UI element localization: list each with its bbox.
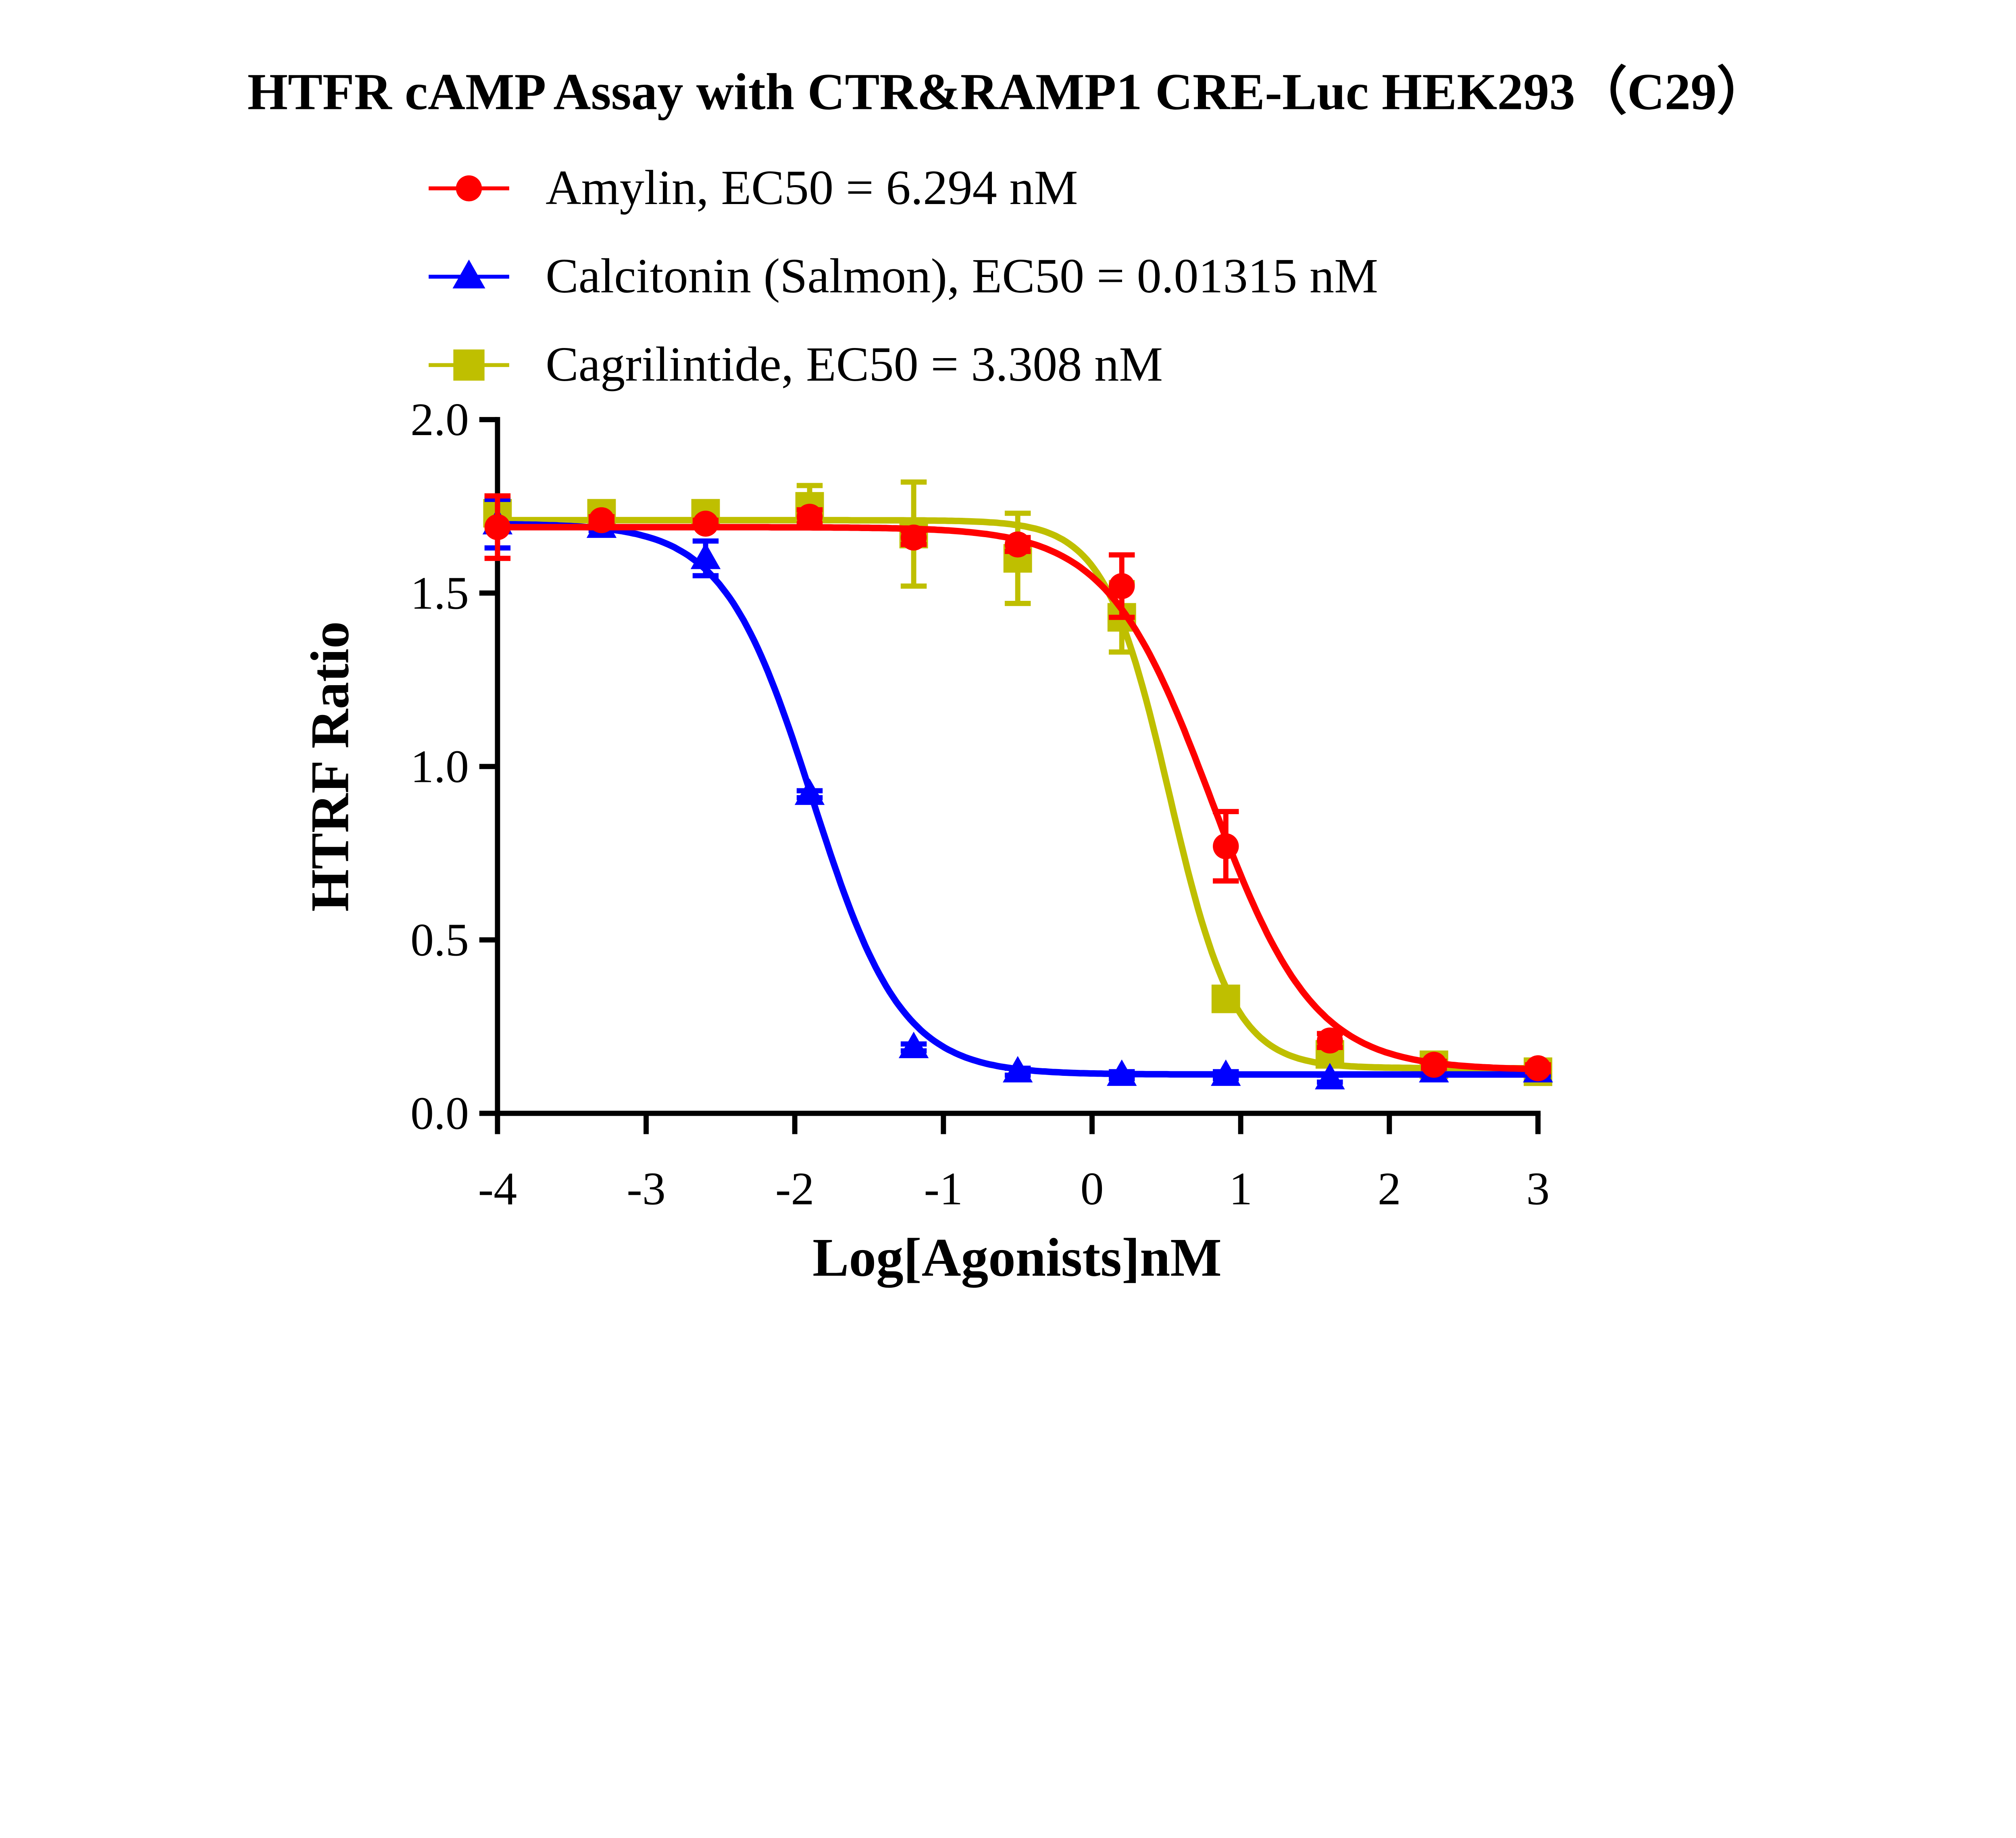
fit-curve: [497, 524, 1538, 1073]
x-tick-label: -1: [924, 1163, 963, 1215]
plot-area: [482, 479, 1553, 1090]
x-axis-label: Log[Agonists]nM: [812, 1227, 1222, 1288]
data-point-circle: [900, 524, 927, 551]
chart: HTFR cAMP Assay with CTR&RAMP1 CRE-Luc H…: [248, 63, 1769, 1288]
data-point-square: [453, 349, 485, 381]
data-point-circle: [1108, 573, 1135, 599]
series-0: [484, 493, 1551, 1082]
fit-curve: [497, 521, 1538, 1078]
x-tick-label: 0: [1080, 1163, 1104, 1215]
data-point-circle: [1421, 1052, 1447, 1078]
data-point-circle: [1525, 1055, 1551, 1082]
y-axis-label: HTRF Ratio: [300, 621, 360, 912]
data-point-square: [1211, 984, 1240, 1013]
data-point-circle: [1213, 833, 1239, 859]
legend-label: Amylin, EC50 = 6.294 nM: [546, 160, 1078, 215]
data-point-triangle: [1107, 1059, 1137, 1086]
data-point-circle: [484, 514, 511, 540]
data-point-triangle: [1002, 1056, 1033, 1083]
data-point-triangle: [1315, 1063, 1345, 1090]
y-tick-label: 0.5: [410, 915, 469, 966]
x-tick-label: -3: [627, 1163, 666, 1215]
series-2: [483, 479, 1552, 1086]
y-tick-label: 1.5: [410, 567, 469, 619]
data-point-triangle: [690, 542, 721, 569]
chart-title: HTFR cAMP Assay with CTR&RAMP1 CRE-Luc H…: [248, 63, 1769, 121]
data-point-circle: [1317, 1027, 1343, 1054]
data-point-triangle: [794, 778, 825, 805]
legend-item: Cagrilintide, EC50 = 3.308 nM: [429, 337, 1163, 392]
data-point-circle: [456, 175, 482, 202]
legend-item: Amylin, EC50 = 6.294 nM: [429, 160, 1078, 215]
x-tick-label: -2: [775, 1163, 814, 1215]
data-point-triangle: [452, 259, 485, 289]
legend-label: Calcitonin (Salmon), EC50 = 0.01315 nM: [546, 249, 1378, 303]
y-tick-label: 2.0: [410, 394, 469, 446]
x-tick-label: -4: [478, 1163, 517, 1215]
axes: 0.0 0.5 1.0 1.5 2.0 -4 -3 -2 -1 0 1 2 3: [410, 394, 1549, 1215]
legend-item: Calcitonin (Salmon), EC50 = 0.01315 nM: [429, 249, 1378, 303]
x-tick-label: 3: [1526, 1163, 1549, 1215]
x-tick-label: 2: [1378, 1163, 1401, 1215]
legend: Amylin, EC50 = 6.294 nM Calcitonin (Salmo…: [429, 160, 1378, 392]
y-tick-label: 0.0: [410, 1088, 469, 1140]
data-point-circle: [1004, 531, 1031, 558]
data-point-circle: [692, 511, 719, 537]
legend-label: Cagrilintide, EC50 = 3.308 nM: [546, 337, 1163, 392]
data-point-circle: [796, 504, 823, 530]
data-point-circle: [588, 507, 615, 533]
series-1: [482, 496, 1553, 1090]
y-tick-label: 1.0: [410, 741, 469, 792]
data-point-triangle: [898, 1032, 929, 1059]
x-tick-label: 1: [1229, 1163, 1252, 1215]
data-point-triangle: [1211, 1059, 1241, 1086]
